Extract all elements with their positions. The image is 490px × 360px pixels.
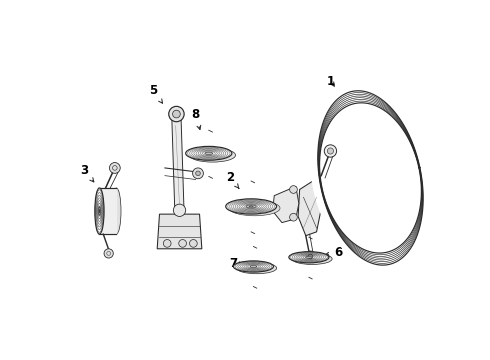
Polygon shape [99,188,117,234]
Text: 7: 7 [229,257,244,270]
Circle shape [163,239,171,247]
Ellipse shape [205,152,213,154]
Text: 4: 4 [342,219,366,232]
Circle shape [305,251,316,262]
Circle shape [179,239,187,247]
Circle shape [172,110,180,118]
Circle shape [290,186,297,193]
Polygon shape [172,118,184,214]
Circle shape [173,204,186,216]
Ellipse shape [233,261,273,272]
Circle shape [169,106,184,122]
Ellipse shape [305,256,312,258]
Circle shape [327,148,334,154]
Ellipse shape [189,148,236,162]
Text: 5: 5 [149,85,163,103]
Text: 8: 8 [192,108,201,130]
Circle shape [190,239,197,247]
Ellipse shape [226,199,276,214]
Ellipse shape [237,262,277,274]
Ellipse shape [249,206,253,207]
Polygon shape [298,176,323,236]
Ellipse shape [289,252,329,263]
Circle shape [196,171,200,176]
Ellipse shape [229,201,280,216]
Polygon shape [157,214,202,249]
Ellipse shape [99,210,100,213]
Text: 2: 2 [226,171,239,189]
Text: 1: 1 [327,75,335,88]
Circle shape [109,163,120,173]
Ellipse shape [246,205,256,208]
Polygon shape [273,186,299,222]
Circle shape [290,213,297,221]
Text: 6: 6 [325,246,342,259]
Circle shape [104,249,113,258]
Ellipse shape [95,188,104,234]
Text: 3: 3 [80,164,94,182]
Circle shape [324,145,337,157]
Ellipse shape [292,253,332,265]
Ellipse shape [98,207,100,215]
Ellipse shape [250,266,257,267]
Polygon shape [311,88,430,267]
Circle shape [193,168,203,179]
Ellipse shape [186,147,232,160]
Ellipse shape [112,188,121,234]
